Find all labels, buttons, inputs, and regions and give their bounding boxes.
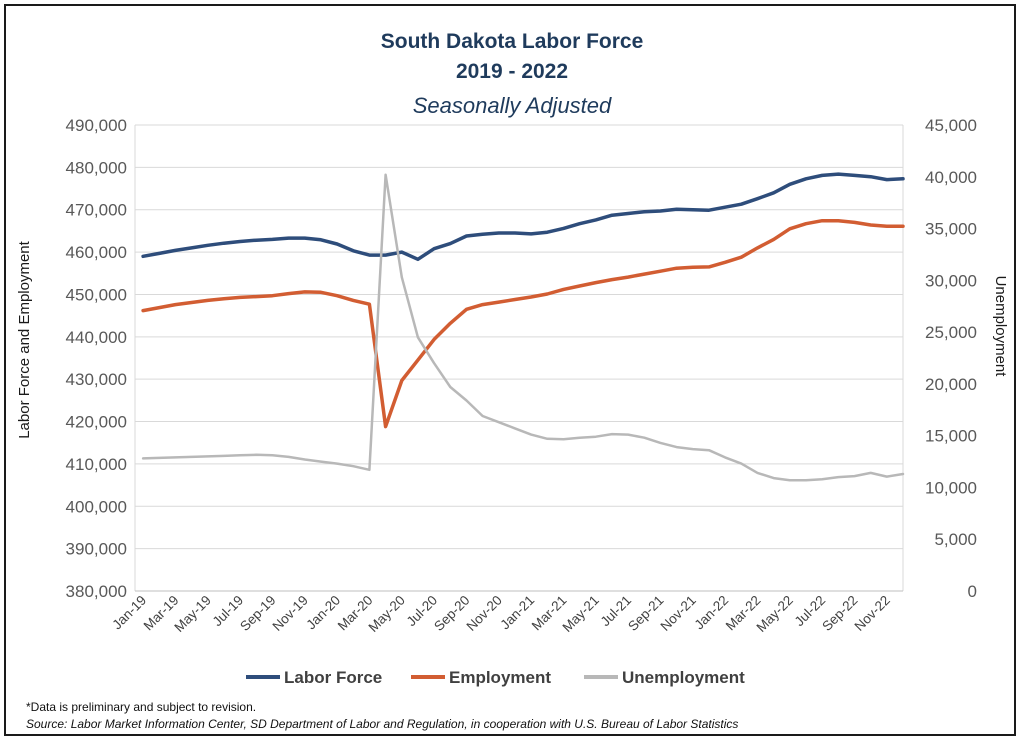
series-line-unemployment xyxy=(141,173,905,482)
y-left-tick-label: 430,000 xyxy=(66,370,127,389)
x-tick-label: Nov-19 xyxy=(270,593,311,634)
footnote: *Data is preliminary and subject to revi… xyxy=(26,700,257,714)
y-right-tick-label: 25,000 xyxy=(925,323,977,342)
x-tick-label: Sep-19 xyxy=(237,593,278,634)
source-note: Source: Labor Market Information Center,… xyxy=(26,717,739,731)
axes xyxy=(134,125,904,592)
y-right-tick-label: 40,000 xyxy=(925,168,977,187)
y-axis-left-ticks: 380,000 390,000 400,000 410,000 420,000 430,0… xyxy=(66,116,127,601)
x-tick-label: May-22 xyxy=(754,593,796,635)
y-axis-right-label: Unemployment xyxy=(992,276,1009,378)
y-left-tick-label: 420,000 xyxy=(66,413,127,432)
series-line-employment xyxy=(141,218,905,429)
legend-label: Unemployment xyxy=(622,668,745,687)
y-left-tick-label: 380,000 xyxy=(66,582,127,601)
series-lines xyxy=(141,172,905,482)
series-line-labor-force xyxy=(141,172,905,262)
y-right-tick-label: 10,000 xyxy=(925,478,977,497)
y-right-tick-label: 15,000 xyxy=(925,427,977,446)
y-right-tick-label: 20,000 xyxy=(925,375,977,394)
x-tick-label: Sep-20 xyxy=(431,593,472,634)
y-left-tick-label: 400,000 xyxy=(66,497,127,516)
chart-title: South Dakota Labor Force xyxy=(380,30,644,53)
chart-frame xyxy=(4,4,1016,736)
gridlines xyxy=(135,124,903,550)
y-left-tick-label: 450,000 xyxy=(66,285,127,304)
x-tick-label: Nov-21 xyxy=(658,593,699,634)
y-left-tick-label: 410,000 xyxy=(66,455,127,474)
chart-subtitle: Seasonally Adjusted xyxy=(412,93,612,118)
y-left-tick-label: 480,000 xyxy=(66,158,127,177)
legend-label: Employment xyxy=(449,668,551,687)
y-left-tick-label: 440,000 xyxy=(66,328,127,347)
y-left-tick-label: 460,000 xyxy=(66,243,127,262)
x-tick-label: Nov-20 xyxy=(464,593,505,634)
y-right-tick-label: 30,000 xyxy=(925,271,977,290)
y-right-tick-label: 0 xyxy=(968,582,977,601)
y-left-tick-label: 490,000 xyxy=(66,116,127,135)
y-right-tick-label: 35,000 xyxy=(925,220,977,239)
x-tick-label: Sep-21 xyxy=(625,593,666,634)
legend-label: Labor Force xyxy=(284,668,382,687)
x-tick-label: Sep-22 xyxy=(819,593,860,634)
y-left-tick-label: 470,000 xyxy=(66,201,127,220)
x-tick-label: Nov-22 xyxy=(852,593,893,634)
x-tick-label: May-20 xyxy=(365,593,407,635)
x-tick-label: May-21 xyxy=(559,593,601,635)
x-tick-label: May-19 xyxy=(171,593,213,635)
y-right-tick-label: 5,000 xyxy=(934,530,977,549)
y-axis-left-label: Labor Force and Employment xyxy=(16,240,33,438)
y-left-tick-label: 390,000 xyxy=(66,540,127,559)
x-axis-ticks: Jan-19Mar-19May-19Jul-19Sep-19Nov-19Jan-… xyxy=(109,593,893,635)
legend: Labor Force Employment Unemployment xyxy=(246,668,745,687)
y-right-tick-label: 45,000 xyxy=(925,116,977,135)
y-axis-right-ticks: 0 5,000 10,000 15,000 20,000 25,000 30,000 35,0… xyxy=(925,116,977,601)
chart-title-years: 2019 - 2022 xyxy=(455,60,569,83)
